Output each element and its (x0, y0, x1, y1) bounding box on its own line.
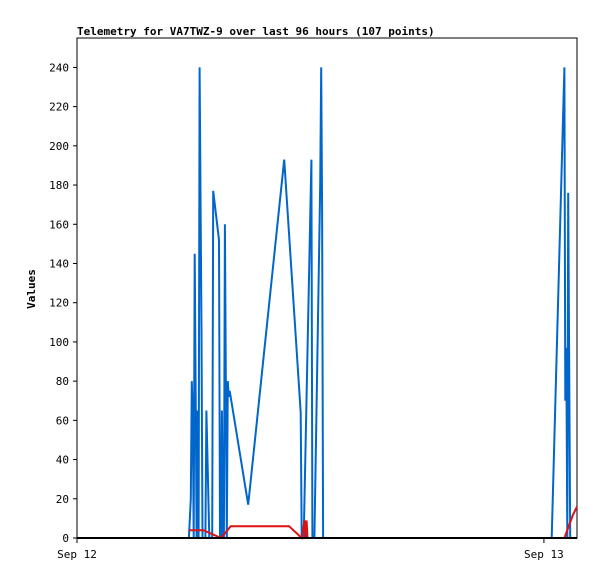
y-tick-label: 120 (49, 297, 69, 310)
y-tick-label: 240 (49, 61, 69, 74)
y-axis-label: Values (25, 269, 38, 309)
plot-area (76, 37, 578, 539)
y-axis-ticks: 0 20 40 60 80 100 120 140 160 180 200 220 240 (49, 61, 77, 545)
y-tick-label: 200 (49, 140, 69, 153)
y-tick-label: 160 (49, 218, 69, 231)
series-layer (77, 67, 578, 541)
y-tick-label: 100 (49, 336, 69, 349)
y-tick-label: 0 (62, 532, 69, 545)
y-tick-label: 20 (56, 493, 69, 506)
x-axis-ticks: Sep 12 Sep 13 (57, 538, 564, 561)
x-tick-label: Sep 12 (57, 548, 97, 561)
y-tick-label: 40 (56, 454, 69, 467)
x-tick-label: Sep 13 (524, 548, 564, 561)
y-tick-label: 180 (49, 179, 69, 192)
y-tick-label: 140 (49, 257, 69, 270)
y-tick-label: 80 (56, 375, 69, 388)
y-tick-label: 60 (56, 414, 69, 427)
y-tick-label: 220 (49, 101, 69, 114)
chart-title: Telemetry for VA7TWZ-9 over last 96 hour… (77, 25, 435, 38)
